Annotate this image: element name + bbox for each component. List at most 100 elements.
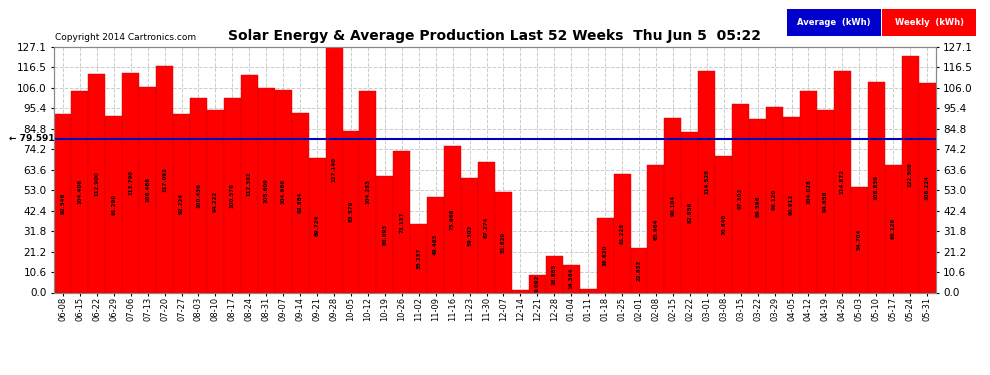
Text: Average  (kWh): Average (kWh) [797,18,871,27]
Bar [850,187,868,292]
Bar [461,178,478,292]
Bar [292,113,309,292]
Bar [309,158,326,292]
Title: Solar Energy & Average Production Last 52 Weeks  Thu Jun 5  05:22: Solar Energy & Average Production Last 5… [229,29,761,43]
Text: 90.912: 90.912 [789,194,794,215]
Bar [545,256,562,292]
Text: 92.546: 92.546 [60,192,65,214]
Text: 113.790: 113.790 [128,170,134,195]
Bar [698,71,715,292]
Text: 14.364: 14.364 [568,268,574,289]
Text: 22.832: 22.832 [637,260,642,281]
Bar [512,291,529,292]
Text: 105.609: 105.609 [263,178,268,203]
Bar [800,92,817,292]
Bar [410,224,428,292]
Text: 54.704: 54.704 [856,229,862,251]
Bar [190,98,207,292]
Bar [783,117,800,292]
Text: 60.093: 60.093 [382,224,387,245]
Text: 89.596: 89.596 [755,195,760,217]
Bar [664,118,681,292]
Bar [257,88,275,292]
Bar [749,119,766,292]
Bar [54,114,71,292]
Bar [562,265,580,292]
Text: 104.028: 104.028 [806,180,811,204]
Text: 96.120: 96.120 [772,189,777,210]
Text: 92.884: 92.884 [298,192,303,213]
Bar [529,275,545,292]
Text: 104.406: 104.406 [77,179,82,204]
Bar [122,73,140,292]
Bar [207,110,224,292]
Bar [88,74,105,292]
Text: 38.620: 38.620 [603,244,608,266]
Text: 117.092: 117.092 [162,167,167,192]
Bar [241,75,257,292]
Bar [919,83,936,292]
Bar [478,162,495,292]
Text: 100.436: 100.436 [196,183,201,208]
Text: 49.463: 49.463 [434,234,439,255]
Bar [156,66,173,292]
Bar [428,197,445,292]
Text: 94.222: 94.222 [213,191,218,212]
Text: 112.301: 112.301 [247,172,251,196]
Text: 100.576: 100.576 [230,183,235,208]
Bar [647,165,664,292]
Text: 112.900: 112.900 [94,171,99,196]
Text: 90.104: 90.104 [670,195,675,216]
Bar [224,98,241,292]
Text: Weekly  (kWh): Weekly (kWh) [895,18,963,27]
Text: 67.274: 67.274 [484,217,489,238]
Text: 114.872: 114.872 [840,169,844,194]
Bar [868,82,885,292]
Bar [681,132,698,292]
Bar [902,56,919,292]
Text: ← 79.591: ← 79.591 [9,134,54,143]
Bar [326,47,343,292]
Bar [274,90,292,292]
Text: 122.500: 122.500 [908,162,913,186]
Bar [393,151,410,292]
Text: 69.724: 69.724 [315,214,320,236]
Text: 114.528: 114.528 [704,170,709,194]
Bar [105,116,122,292]
Bar [140,87,156,292]
Bar [631,248,647,292]
Text: 97.302: 97.302 [739,188,743,209]
Text: 104.966: 104.966 [281,178,286,204]
Bar [580,289,597,292]
Text: Copyright 2014 Cartronics.com: Copyright 2014 Cartronics.com [55,33,196,42]
Bar [614,174,631,292]
Text: 104.283: 104.283 [365,179,370,204]
Text: 59.302: 59.302 [467,225,472,246]
Text: 18.885: 18.885 [551,264,556,285]
Bar [597,218,614,292]
Bar [715,156,733,292]
Bar [817,110,834,292]
Bar [885,165,902,292]
Text: 35.237: 35.237 [416,248,422,269]
Text: 61.228: 61.228 [620,223,625,244]
Text: 92.224: 92.224 [179,193,184,214]
Bar [766,107,783,292]
Bar [343,131,359,292]
Text: 94.650: 94.650 [823,190,828,212]
Text: 70.840: 70.840 [722,213,727,235]
Text: 9.092: 9.092 [535,275,540,292]
Text: 127.140: 127.140 [332,157,337,182]
Text: 51.820: 51.820 [501,232,506,253]
Bar [376,176,393,292]
Bar [834,70,850,292]
Bar [359,91,376,292]
Bar [733,105,749,292]
Bar [445,146,461,292]
Text: 91.290: 91.290 [111,194,116,215]
Bar [173,114,190,292]
Text: 108.224: 108.224 [925,176,930,200]
Text: 106.468: 106.468 [146,177,150,202]
Bar [71,91,88,292]
Bar [495,192,512,292]
